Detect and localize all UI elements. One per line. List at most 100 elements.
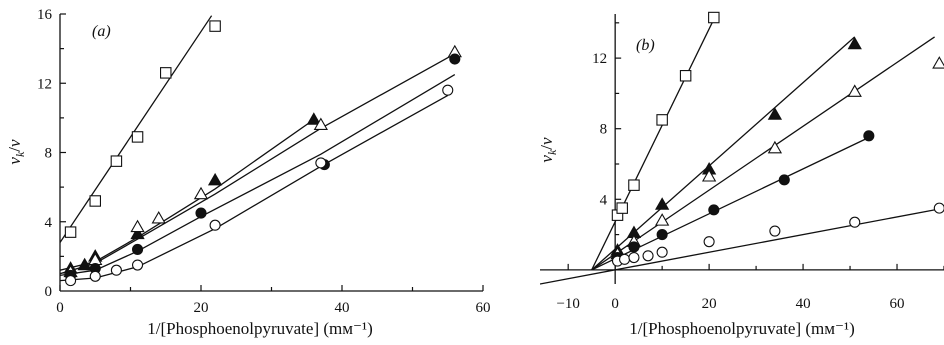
data-point-circle (778, 174, 790, 186)
data-point-triangle (654, 197, 670, 210)
y-title-v2: v (5, 139, 24, 147)
data-point-triangle (151, 210, 166, 224)
y-title-v: v (5, 157, 24, 165)
data-point-circle (449, 53, 461, 65)
data-point-square (64, 226, 77, 238)
data-point-circle (89, 270, 101, 282)
data-point-triangle (654, 213, 670, 226)
y-tick-label: 16 (37, 7, 53, 23)
y-tick-label: 4 (600, 192, 608, 208)
plot-area (60, 15, 462, 287)
y-tick-label: 0 (45, 284, 53, 300)
y-title-slash: / (537, 145, 556, 150)
data-point-circle (656, 229, 668, 241)
y-title-sub: k (13, 151, 27, 157)
data-point-circle (849, 216, 861, 228)
fit-line (60, 119, 315, 271)
data-point-triangle (313, 117, 328, 130)
data-point-circle (132, 259, 144, 271)
data-point-square (628, 179, 640, 191)
data-point-circle (628, 251, 640, 264)
data-point-circle (619, 253, 631, 265)
data-point-circle (703, 236, 715, 248)
x-tick-label: −10 (556, 296, 579, 312)
data-point-square (679, 70, 692, 82)
data-point-circle (110, 264, 122, 276)
series-open-square (591, 11, 720, 271)
data-point-circle (642, 250, 654, 262)
data-point-triangle (207, 172, 223, 186)
panel-b: −10 0 20 40 604812(b)vk/v1/[Phosphoenolpyruv… (537, 11, 944, 338)
series-open-circle (60, 84, 454, 287)
y-title-v2: v (537, 137, 556, 145)
fit-line (540, 207, 944, 285)
data-point-triangle (193, 186, 209, 200)
x-tick-label: 40 (796, 296, 811, 312)
data-point-circle (708, 204, 720, 216)
data-point-circle (933, 202, 944, 214)
data-point-circle (442, 84, 454, 96)
x-tick-label: 0 (611, 296, 619, 312)
data-point-circle (209, 219, 221, 231)
x-tick-label: 20 (702, 296, 717, 312)
data-point-triangle (767, 140, 783, 154)
y-axis-title: vk/v (537, 137, 559, 163)
y-title-slash: / (5, 147, 24, 152)
data-point-triangle (847, 84, 862, 97)
x-axis-title: 1/[Phosphoenolpyruvate] (mм⁻¹) (629, 319, 854, 338)
x-tick-label: 60 (476, 300, 491, 316)
fit-line (591, 36, 935, 271)
series-filled-circle (591, 130, 875, 271)
panel-a: 0 20 40 604812160(a)vk/v1/[Phosphoenolpyruv… (5, 7, 491, 338)
data-point-circle (132, 243, 144, 255)
data-point-square (209, 20, 221, 32)
data-point-circle (628, 241, 640, 253)
data-point-square (708, 11, 720, 24)
data-point-square (656, 114, 668, 126)
data-point-triangle (932, 56, 944, 69)
y-tick-label: 12 (592, 51, 607, 67)
data-point-triangle (701, 169, 717, 182)
series-filled-circle (60, 53, 461, 281)
y-tick-label: 8 (45, 146, 53, 162)
series-open-circle (540, 202, 944, 285)
data-point-circle (656, 246, 668, 258)
y-tick-label: 4 (45, 215, 53, 231)
series-open-triangle (591, 36, 944, 271)
fit-line (591, 19, 715, 271)
data-point-square (131, 131, 144, 143)
data-point-triangle (847, 36, 862, 50)
data-point-triangle (130, 219, 145, 233)
data-point-square (89, 195, 102, 207)
fit-line (60, 74, 456, 277)
fit-line (60, 15, 213, 243)
data-point-square (616, 202, 628, 214)
x-tick-label: 60 (890, 296, 905, 312)
x-tick-label: 40 (335, 300, 350, 316)
y-tick-label: 12 (37, 76, 52, 92)
x-tick-label: 0 (56, 300, 64, 316)
data-point-circle (769, 225, 781, 237)
data-point-circle (65, 275, 77, 287)
data-point-triangle (767, 107, 783, 120)
series-filled-triangle (591, 36, 862, 271)
plot-area (540, 11, 944, 285)
series-filled-triangle (60, 112, 321, 274)
panel-label: (b) (636, 37, 655, 54)
series-open-square (60, 15, 221, 243)
y-axis-title: vk/v (5, 139, 27, 165)
panel-label: (a) (92, 23, 111, 40)
data-point-square (160, 67, 172, 79)
data-point-triangle (306, 112, 321, 125)
data-point-circle (863, 130, 875, 142)
y-tick-label: 8 (600, 122, 608, 138)
x-axis-title: 1/[Phosphoenolpyruvate] (mм⁻¹) (147, 319, 372, 338)
fit-line (60, 94, 449, 282)
y-title-v: v (537, 155, 556, 163)
y-title-sub: k (545, 149, 559, 155)
data-point-circle (195, 207, 207, 219)
data-point-square (110, 155, 123, 167)
x-tick-label: 20 (194, 300, 209, 316)
data-point-circle (315, 157, 327, 169)
